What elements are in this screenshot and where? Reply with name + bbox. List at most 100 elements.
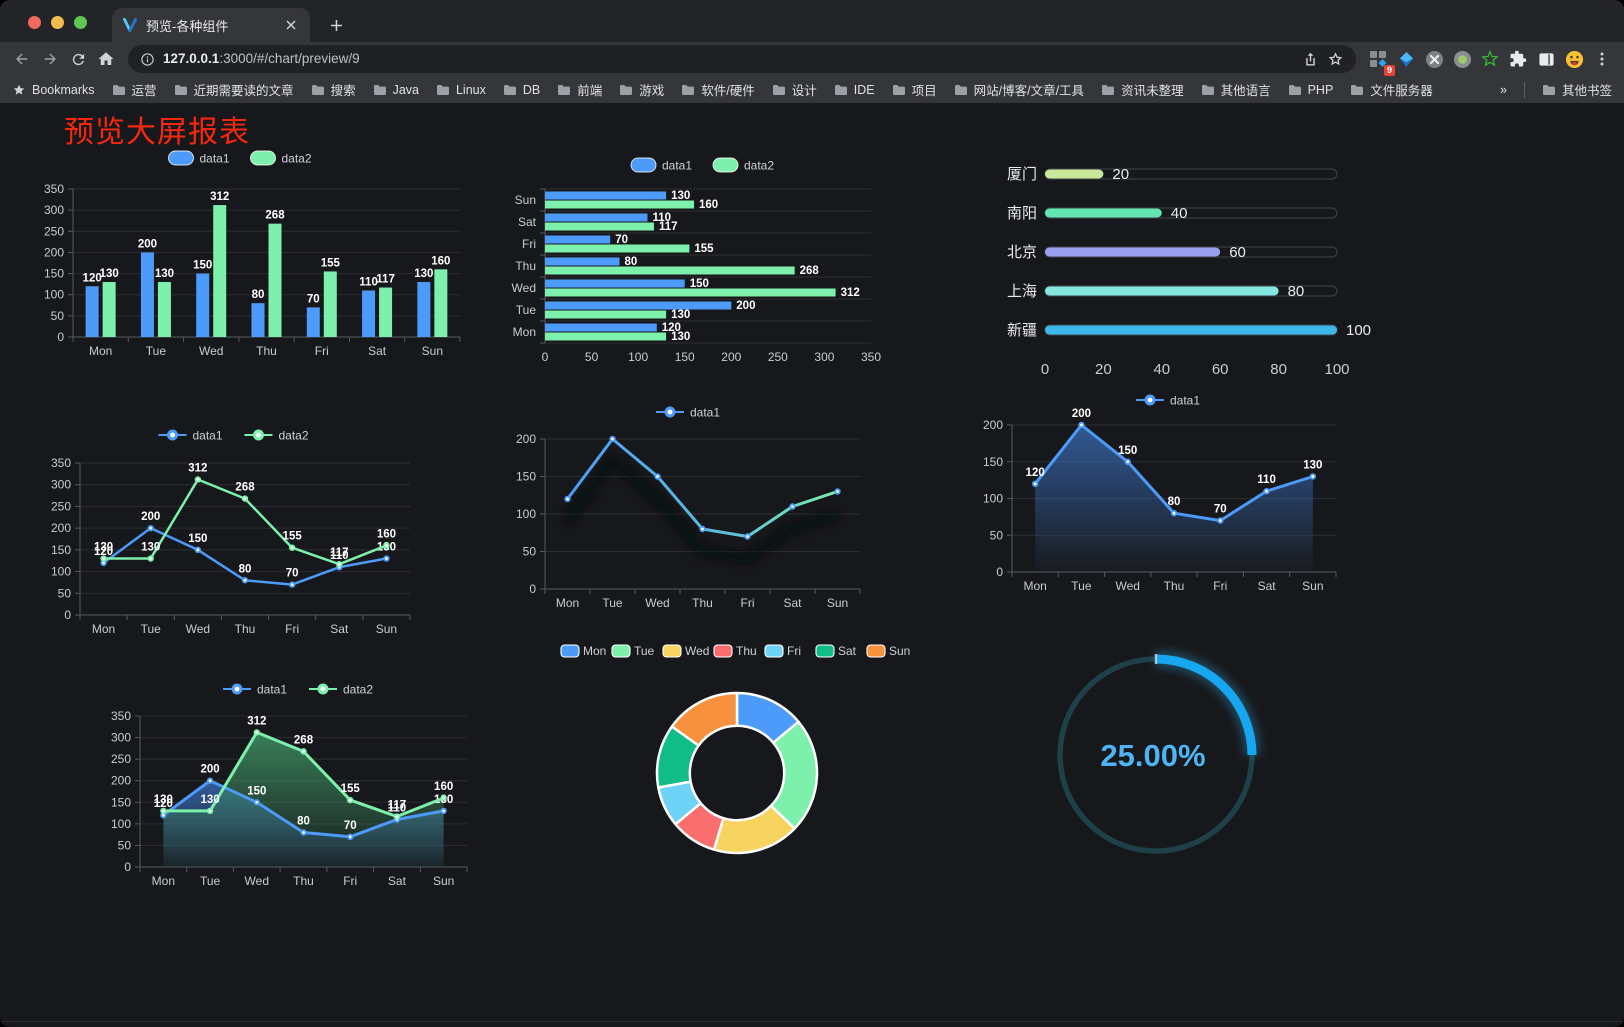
svg-text:250: 250	[44, 224, 64, 238]
bookmark-folder[interactable]: 网站/博客/文章/工具	[954, 80, 1084, 99]
svg-text:20: 20	[1095, 361, 1112, 378]
browser-tab[interactable]: 预览-各种组件	[112, 8, 310, 42]
svg-text:200: 200	[44, 245, 64, 259]
chart-two-areas: 0 50 100 150 200 250 300 350 Mon Tue Wed Thu Fri Sat S…	[95, 675, 495, 898]
bookmark-folder[interactable]: Java	[373, 83, 419, 97]
folder-icon	[112, 84, 125, 95]
svg-text:data2: data2	[744, 159, 774, 173]
close-window-button[interactable]	[28, 16, 41, 29]
folder-icon	[834, 84, 847, 95]
svg-text:Wed: Wed	[645, 596, 669, 610]
new-tab-button[interactable]	[324, 13, 348, 37]
svg-text:200: 200	[736, 300, 755, 312]
chart-gradient-line: 0 50 100 150 200 Mon Tue Wed Thu Fri Sat Sun data1	[500, 400, 880, 623]
side-panel-icon[interactable]	[1532, 45, 1560, 73]
bookmark-folder[interactable]: DB	[503, 83, 540, 97]
svg-text:100: 100	[983, 492, 1003, 506]
svg-text:Thu: Thu	[293, 874, 314, 888]
svg-text:Fri: Fri	[315, 344, 329, 358]
svg-text:Wed: Wed	[1115, 579, 1139, 593]
svg-text:data1: data1	[193, 429, 223, 443]
svg-text:120: 120	[1026, 467, 1045, 479]
bookmark-folder[interactable]: 其他语言	[1201, 80, 1271, 99]
bookmarks-overflow-chevron[interactable]: »	[1500, 82, 1507, 97]
chart-grouped-bar: 0 50 100 150 200 250 300 350 Mon Tue Wed Thu Fri Sat S…	[28, 147, 473, 412]
green-star-extension-icon[interactable]	[1476, 45, 1504, 73]
clover-extension-icon[interactable]	[1420, 45, 1448, 73]
bookmark-folder[interactable]: 近期需要读的文章	[174, 80, 294, 99]
bookmark-folder[interactable]: 前端	[557, 80, 602, 99]
svg-text:155: 155	[283, 531, 303, 543]
svg-text:312: 312	[210, 191, 229, 203]
star-icon	[13, 84, 25, 95]
bookmark-folder[interactable]: IDE	[834, 83, 875, 97]
bookmark-folder[interactable]: 游戏	[619, 80, 664, 99]
tab-close-icon[interactable]	[282, 16, 300, 34]
svg-text:150: 150	[111, 795, 131, 809]
svg-text:268: 268	[294, 734, 314, 746]
site-info-icon[interactable]	[140, 52, 155, 67]
bookmark-star-icon[interactable]	[1327, 51, 1344, 68]
other-bookmarks[interactable]: 其他书签	[1542, 80, 1612, 99]
reload-icon[interactable]	[64, 45, 92, 73]
minimize-window-button[interactable]	[51, 16, 64, 29]
svg-text:60: 60	[1212, 361, 1229, 378]
svg-text:80: 80	[297, 815, 310, 827]
address-bar[interactable]: 127.0.0.1:3000/#/chart/preview/9	[128, 45, 1356, 73]
svg-text:80: 80	[252, 289, 265, 301]
svg-text:Fri: Fri	[285, 622, 299, 636]
menu-icon[interactable]	[1588, 45, 1616, 73]
svg-text:110: 110	[652, 212, 671, 224]
folder-icon	[1288, 84, 1301, 95]
bookmark-folder[interactable]: 项目	[892, 80, 937, 99]
svg-text:Fri: Fri	[522, 237, 536, 251]
svg-text:150: 150	[675, 350, 695, 364]
bookmark-folder[interactable]: 搜索	[311, 80, 356, 99]
svg-text:250: 250	[768, 350, 788, 364]
svg-text:data1: data1	[200, 152, 230, 166]
svg-text:120: 120	[154, 798, 173, 810]
grid-extension-icon[interactable]: 9	[1364, 45, 1395, 76]
svg-text:80: 80	[1288, 283, 1305, 300]
recorder-extension-icon[interactable]	[1448, 45, 1476, 73]
svg-text:0: 0	[57, 330, 64, 344]
maximize-window-button[interactable]	[74, 16, 87, 29]
share-icon[interactable]	[1302, 51, 1319, 68]
svg-text:80: 80	[1270, 361, 1287, 378]
svg-text:data2: data2	[279, 429, 309, 443]
svg-text:Wed: Wed	[199, 344, 223, 358]
bookmark-folder[interactable]: 运营	[112, 80, 157, 99]
bookmark-folder[interactable]: PHP	[1288, 83, 1333, 97]
svg-text:130: 130	[154, 794, 173, 806]
macos-window-controls[interactable]	[28, 16, 87, 29]
svg-text:Tue: Tue	[141, 622, 162, 636]
bookmark-folder[interactable]: 设计	[772, 80, 817, 99]
folder-icon	[954, 84, 967, 95]
svg-text:160: 160	[377, 529, 396, 541]
bookmark-folder[interactable]: 资讯未整理	[1101, 80, 1184, 99]
puzzle-extensions-icon[interactable]	[1504, 45, 1532, 73]
folder-icon	[772, 84, 785, 95]
svg-text:Sun: Sun	[889, 644, 910, 658]
svg-text:155: 155	[321, 257, 341, 269]
svg-text:0: 0	[124, 860, 131, 874]
back-icon[interactable]	[8, 45, 36, 73]
svg-text:268: 268	[235, 482, 255, 494]
emoji-extension-icon[interactable]	[1560, 45, 1588, 73]
home-icon[interactable]	[92, 45, 120, 73]
svg-text:0: 0	[1041, 361, 1049, 378]
vue-devtools-icon[interactable]	[1392, 45, 1420, 73]
chart-donut-pie: Mon Tue Wed Thu Fri Sat Sun	[540, 633, 940, 896]
tab-strip: 预览-各种组件	[0, 0, 1624, 42]
bookmark-folder[interactable]: Linux	[436, 83, 486, 97]
bookmarks-root[interactable]: Bookmarks	[12, 83, 95, 97]
bookmark-folder[interactable]: 软件/硬件	[681, 80, 755, 99]
svg-text:Sat: Sat	[783, 596, 802, 610]
svg-text:100: 100	[1324, 361, 1349, 378]
bookmark-folder[interactable]: 文件服务器	[1350, 80, 1433, 99]
folder-icon	[1351, 84, 1364, 95]
forward-icon[interactable]	[36, 45, 64, 73]
svg-text:50: 50	[585, 350, 599, 364]
svg-text:Sat: Sat	[1258, 579, 1277, 593]
